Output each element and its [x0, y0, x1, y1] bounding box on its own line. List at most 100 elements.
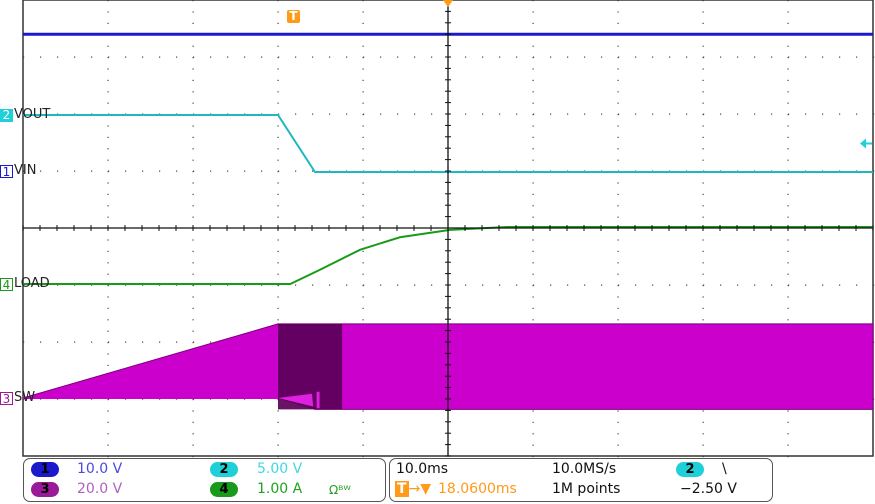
grid-dot: [142, 170, 144, 172]
ch1-badge[interactable]: 1: [31, 462, 59, 477]
grid-dot: [617, 319, 619, 321]
grid-dot: [277, 216, 279, 218]
grid-dot: [787, 262, 789, 264]
grid-dot: [277, 433, 279, 435]
grid-dot: [532, 125, 534, 127]
grid-dot: [805, 113, 807, 115]
grid-dot: [295, 113, 297, 115]
grid-dot: [702, 433, 704, 435]
grid-dot: [362, 22, 364, 24]
grid-dot: [702, 79, 704, 81]
grid-dot: [40, 56, 42, 58]
grid-dot: [787, 125, 789, 127]
grid-dot: [346, 56, 348, 58]
grid-dot: [414, 284, 416, 286]
grid-dot: [822, 284, 824, 286]
grid-dot: [192, 79, 194, 81]
grid-dot: [617, 91, 619, 93]
grid-dot: [107, 330, 109, 332]
grid-dot: [787, 193, 789, 195]
grid-dot: [839, 56, 841, 58]
grid-dot: [465, 113, 467, 115]
grid-dot: [787, 273, 789, 275]
grid-dot: [702, 148, 704, 150]
trigger-position: 18.0600ms: [438, 481, 517, 497]
grid-dot: [192, 102, 194, 104]
grid-dot: [414, 113, 416, 115]
grid-dot: [787, 250, 789, 252]
trigger-source-badge[interactable]: 2: [676, 462, 704, 477]
grid-dot: [669, 113, 671, 115]
grid-dot: [787, 296, 789, 298]
grid-dot: [329, 56, 331, 58]
grid-dot: [532, 273, 534, 275]
grid-dot: [363, 56, 365, 58]
grid-dot: [532, 216, 534, 218]
grid-dot: [277, 205, 279, 207]
ch3-badge[interactable]: 3: [31, 482, 59, 497]
grid-dot: [702, 444, 704, 446]
grid-dot: [856, 113, 858, 115]
grid-dot: [91, 341, 93, 343]
grid-dot: [532, 159, 534, 161]
grid-dot: [362, 136, 364, 138]
grid-dot: [107, 182, 109, 184]
grid-dot: [787, 239, 789, 241]
grid-dot: [617, 273, 619, 275]
grid-dot: [57, 170, 59, 172]
grid-dot: [362, 410, 364, 412]
grid-dot: [532, 11, 534, 13]
grid-dot: [362, 250, 364, 252]
grid-dot: [277, 262, 279, 264]
grid-dot: [362, 91, 364, 93]
grid-dot: [193, 56, 195, 58]
grid-dot: [839, 284, 841, 286]
grid-dot: [617, 216, 619, 218]
grid-dot: [329, 284, 331, 286]
grid-dot: [550, 113, 552, 115]
ch2-marker[interactable]: 2: [0, 109, 13, 122]
grid-dot: [702, 182, 704, 184]
grid-dot: [720, 113, 722, 115]
grid-dot: [686, 284, 688, 286]
grid-dot: [499, 284, 501, 286]
ch3-scale: 20.0 V: [77, 481, 123, 497]
grid-dot: [702, 273, 704, 275]
grid-dot: [720, 284, 722, 286]
grid-dot: [431, 284, 433, 286]
ch4-badge[interactable]: 4: [210, 482, 238, 497]
grid-dot: [550, 284, 552, 286]
ch2-badge[interactable]: 2: [210, 462, 238, 477]
grid-dot: [362, 273, 364, 275]
grid-dot: [277, 102, 279, 104]
ch1-marker[interactable]: 1: [0, 165, 13, 179]
grid-dot: [192, 250, 194, 252]
grid-dot: [567, 56, 569, 58]
grid-dot: [618, 113, 620, 115]
grid-dot: [107, 22, 109, 24]
grid-dot: [159, 56, 161, 58]
ch4-marker[interactable]: 4: [0, 278, 13, 292]
grid-dot: [176, 341, 178, 343]
grid-dot: [380, 56, 382, 58]
grid-dot: [192, 182, 194, 184]
grid-dot: [107, 102, 109, 104]
grid-dot: [702, 159, 704, 161]
grid-dot: [362, 296, 364, 298]
grid-dot: [532, 421, 534, 423]
grid-dot: [244, 170, 246, 172]
grid-dot: [192, 239, 194, 241]
grid-dot: [499, 113, 501, 115]
grid-dot: [125, 398, 127, 400]
grid-dot: [210, 284, 212, 286]
grid-dot: [107, 239, 109, 241]
grid-dot: [787, 433, 789, 435]
ch4-scale: 1.00 A: [257, 481, 303, 497]
grid-dot: [567, 284, 569, 286]
grid-dot: [617, 79, 619, 81]
sw-label: SW: [14, 390, 36, 405]
ch3-marker[interactable]: 3: [0, 392, 13, 406]
grid-dot: [532, 433, 534, 435]
grid-dot: [125, 341, 127, 343]
trigger-marker-icon[interactable]: T: [287, 10, 300, 23]
